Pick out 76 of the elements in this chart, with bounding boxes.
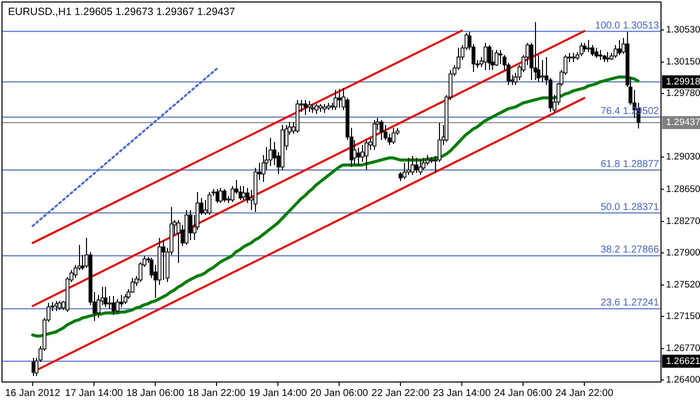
- candlestick: [120, 294, 124, 308]
- candlestick: [488, 44, 492, 70]
- candlestick: [188, 209, 192, 240]
- candlestick: [392, 127, 396, 144]
- candlestick: [580, 42, 584, 56]
- y-tick-label: 1.27520: [666, 280, 700, 291]
- candlestick: [176, 219, 180, 264]
- candlestick: [484, 42, 488, 70]
- chart-title: EURUSD.,H1 1.29605 1.29673 1.29367 1.29437: [8, 6, 236, 18]
- candlestick: [218, 187, 222, 204]
- candlestick: [104, 286, 108, 308]
- y2-tick-label: 1.29437: [666, 117, 700, 128]
- candlestick: [356, 147, 360, 166]
- candlestick: [338, 88, 342, 108]
- candlestick: [222, 188, 226, 202]
- candlestick: [534, 22, 538, 80]
- ref-line-label: 50.0 1.28371: [600, 202, 660, 213]
- candlestick: [414, 157, 418, 174]
- x-tick-label: 17 Jan 14:00: [65, 388, 124, 399]
- candlestick: [582, 42, 586, 52]
- candlestick: [586, 39, 590, 52]
- candlestick: [572, 52, 576, 62]
- candlestick: [334, 89, 338, 110]
- candlestick: [490, 49, 494, 70]
- candlestick: [314, 103, 318, 114]
- y-tick-label: 1.28650: [666, 184, 700, 195]
- candlestick: [242, 185, 246, 200]
- y-tick-label: 1.26400: [666, 374, 700, 386]
- x-tick-label: 24 Jan 06:00: [494, 388, 552, 399]
- candlestick: [618, 39, 622, 56]
- x-tick-label: 16 Jan 2012: [5, 388, 61, 399]
- y2-tick-label: 1.29918: [666, 76, 700, 88]
- candlestick: [268, 137, 272, 166]
- candlestick: [372, 119, 376, 150]
- ref-line-label: 100.0 1.30513: [595, 20, 660, 32]
- candlestick: [208, 192, 212, 216]
- y-tick-label: 1.30530: [666, 24, 700, 36]
- candlestick: [406, 157, 410, 176]
- y-tick-label: 1.29780: [666, 88, 700, 100]
- candlestick: [614, 44, 618, 58]
- candlestick: [112, 295, 116, 316]
- candlestick: [308, 100, 312, 112]
- candlestick: [494, 49, 498, 66]
- ref-line-label: 61.8 1.28877: [600, 159, 660, 170]
- candlestick: [594, 47, 598, 58]
- candlestick: [380, 119, 384, 140]
- y-tick-label: 1.30150: [666, 56, 700, 68]
- x-tick-label: 22 Jan 22:00: [372, 388, 430, 399]
- x-tick-label: 20 Jan 06:00: [310, 388, 369, 399]
- y2-tick-label: 1.26621: [666, 356, 700, 367]
- x-tick-label: 18 Jan 22:00: [188, 388, 246, 399]
- candlestick: [410, 155, 414, 176]
- y-tick-label: 1.27900: [666, 247, 700, 258]
- candlestick: [352, 139, 356, 166]
- x-tick-label: 23 Jan 14:00: [432, 388, 492, 399]
- y-tick-label: 1.26770: [666, 343, 700, 354]
- y-tick-label: 1.27150: [666, 310, 700, 322]
- candlestick: [124, 293, 128, 304]
- candlestick: [162, 239, 166, 280]
- y-tick-label: 1.29030: [666, 152, 700, 163]
- candlestick: [402, 162, 406, 180]
- x-tick-label: 24 Jan 22:00: [555, 388, 614, 399]
- candlestick: [606, 52, 610, 62]
- candlestick: [598, 49, 602, 60]
- candlestick: [108, 295, 112, 310]
- y-tick-label: 1.28270: [666, 216, 700, 228]
- x-tick-label: 19 Jan 14:00: [248, 388, 308, 399]
- candlestick: [590, 44, 594, 56]
- x-tick-label: 18 Jan 06:00: [126, 388, 185, 399]
- candlestick: [304, 99, 308, 116]
- ref-line-label: 23.6 1.27241: [600, 298, 660, 309]
- candlestick: [116, 298, 120, 314]
- candlestick: [540, 59, 544, 82]
- candlestick: [418, 159, 422, 176]
- ref-line-label: 38.2 1.27866: [600, 244, 660, 256]
- candlestick: [364, 139, 368, 170]
